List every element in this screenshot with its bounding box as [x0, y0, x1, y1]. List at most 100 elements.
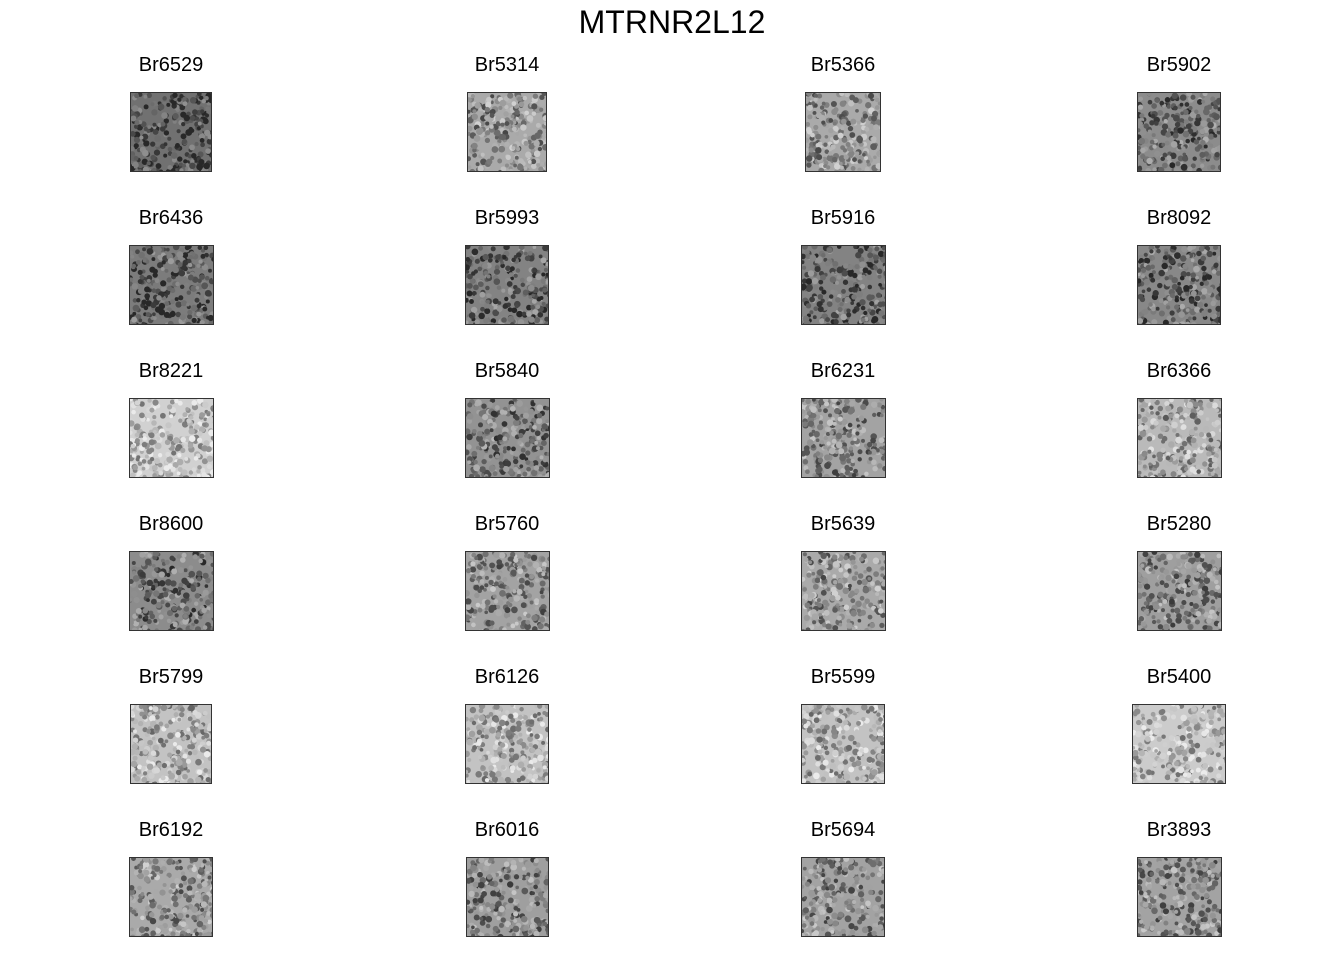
spot — [134, 400, 140, 406]
spot — [174, 297, 179, 302]
spot — [186, 727, 191, 732]
spot — [166, 456, 173, 463]
spot — [824, 160, 829, 166]
spot — [874, 585, 881, 592]
spot — [1148, 272, 1154, 278]
spot — [488, 711, 494, 717]
spot — [483, 317, 490, 324]
spot — [162, 101, 167, 106]
spot — [1143, 252, 1148, 257]
spot — [159, 580, 166, 587]
spot — [810, 406, 817, 413]
spot — [1161, 262, 1168, 270]
spot — [482, 414, 489, 421]
spot — [182, 753, 188, 759]
spot — [541, 301, 546, 306]
spot-map-svg — [802, 705, 884, 783]
spot — [1170, 608, 1175, 613]
spot — [860, 117, 866, 123]
spot — [206, 412, 211, 417]
spot — [832, 121, 837, 126]
spot — [194, 730, 199, 735]
spot — [136, 472, 141, 477]
spot — [828, 768, 834, 774]
spot — [862, 747, 869, 754]
spot — [538, 99, 545, 107]
spot — [546, 782, 548, 783]
spot — [809, 254, 817, 262]
spot — [156, 295, 162, 301]
spot — [499, 463, 505, 469]
spot — [867, 274, 873, 281]
spot — [863, 569, 868, 574]
spot — [836, 718, 842, 723]
spot — [545, 303, 548, 309]
spot — [537, 474, 543, 477]
spot — [543, 121, 546, 126]
spot — [1146, 436, 1153, 442]
spot — [826, 571, 831, 576]
spot — [880, 290, 885, 295]
spot — [858, 765, 864, 771]
spot — [1158, 310, 1165, 317]
spot — [832, 625, 839, 630]
spot — [136, 260, 141, 265]
spot — [807, 114, 813, 120]
spot — [529, 719, 535, 725]
spot — [208, 268, 212, 273]
spot — [147, 399, 152, 403]
spot — [148, 432, 155, 439]
spot — [839, 100, 846, 107]
spot — [877, 274, 882, 279]
spot — [531, 111, 537, 116]
spot — [494, 265, 500, 270]
spot — [1138, 96, 1144, 101]
spot — [811, 571, 816, 576]
spot — [149, 447, 155, 453]
spot — [493, 129, 501, 137]
spot — [802, 450, 806, 457]
spot — [137, 720, 144, 727]
spot — [844, 453, 851, 459]
spot — [506, 446, 511, 451]
spot — [487, 401, 493, 408]
spot — [488, 604, 496, 612]
spot — [816, 736, 823, 743]
spot — [175, 731, 181, 738]
spot — [176, 251, 184, 258]
spot — [130, 430, 133, 435]
spot — [476, 740, 482, 746]
spot — [835, 297, 841, 303]
spot — [150, 102, 155, 107]
spot — [1155, 411, 1160, 416]
spot — [1147, 129, 1152, 134]
spot — [1151, 399, 1157, 403]
spot — [1156, 451, 1164, 459]
spot — [202, 572, 209, 580]
spot — [880, 612, 885, 618]
spot — [471, 113, 478, 120]
spot — [508, 757, 515, 763]
spot — [500, 764, 506, 770]
spot-map-svg — [1138, 93, 1220, 171]
spot — [822, 759, 829, 766]
spot — [528, 408, 534, 415]
spot — [199, 274, 205, 280]
spot — [192, 709, 198, 716]
spot — [1174, 121, 1181, 128]
spot — [490, 246, 496, 252]
spot — [1182, 450, 1188, 455]
spot — [513, 273, 518, 278]
spot — [1138, 576, 1144, 583]
spot — [1143, 601, 1149, 606]
spot — [479, 466, 486, 473]
spot — [1143, 278, 1151, 286]
spot — [1166, 104, 1171, 109]
spot — [1143, 583, 1151, 590]
spot — [1143, 609, 1150, 615]
spot — [1183, 412, 1189, 418]
spot — [194, 424, 200, 430]
spot — [883, 560, 885, 564]
spot — [514, 155, 519, 160]
spot — [481, 458, 487, 465]
